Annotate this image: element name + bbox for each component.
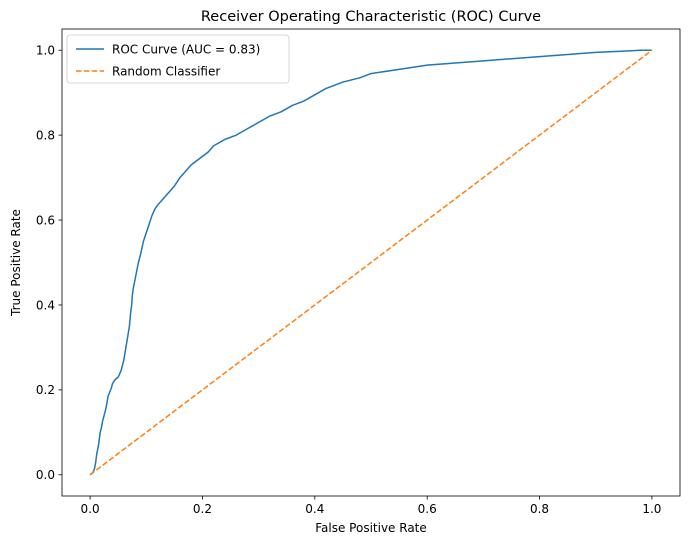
y-tick-label: 0.2	[36, 383, 55, 397]
x-axis-ticks: 0.0 0.2 0.4 0.6 0.8 1.0	[81, 496, 661, 516]
y-tick-label: 0.6	[36, 213, 55, 227]
y-tick-label: 0.4	[36, 298, 55, 312]
x-tick-label: 0.2	[193, 502, 212, 516]
x-tick-label: 0.4	[305, 502, 324, 516]
x-tick-label: 0.8	[530, 502, 549, 516]
y-tick-label: 0.0	[36, 468, 55, 482]
y-axis-ticks: 0.0 0.2 0.4 0.6 0.8 1.0	[36, 44, 62, 482]
x-axis-label: False Positive Rate	[315, 521, 427, 535]
legend-label: ROC Curve (AUC = 0.83)	[112, 42, 260, 56]
plot-area	[61, 28, 681, 497]
legend-label: Random Classifier	[112, 64, 220, 78]
legend-box	[66, 34, 290, 84]
y-axis-label: True Positive Rate	[9, 209, 23, 317]
x-tick-label: 0.0	[81, 502, 100, 516]
chart-title: Receiver Operating Characteristic (ROC) …	[201, 9, 541, 25]
random-classifier-line	[89, 49, 653, 476]
x-tick-label: 0.6	[418, 502, 437, 516]
axes-frame	[61, 28, 681, 497]
y-tick-label: 0.8	[36, 128, 55, 142]
y-tick-label: 1.0	[36, 44, 55, 58]
roc-curve-line	[89, 49, 652, 476]
legend: ROC Curve (AUC = 0.83) Random Classifier	[66, 34, 290, 84]
x-tick-label: 1.0	[642, 502, 661, 516]
